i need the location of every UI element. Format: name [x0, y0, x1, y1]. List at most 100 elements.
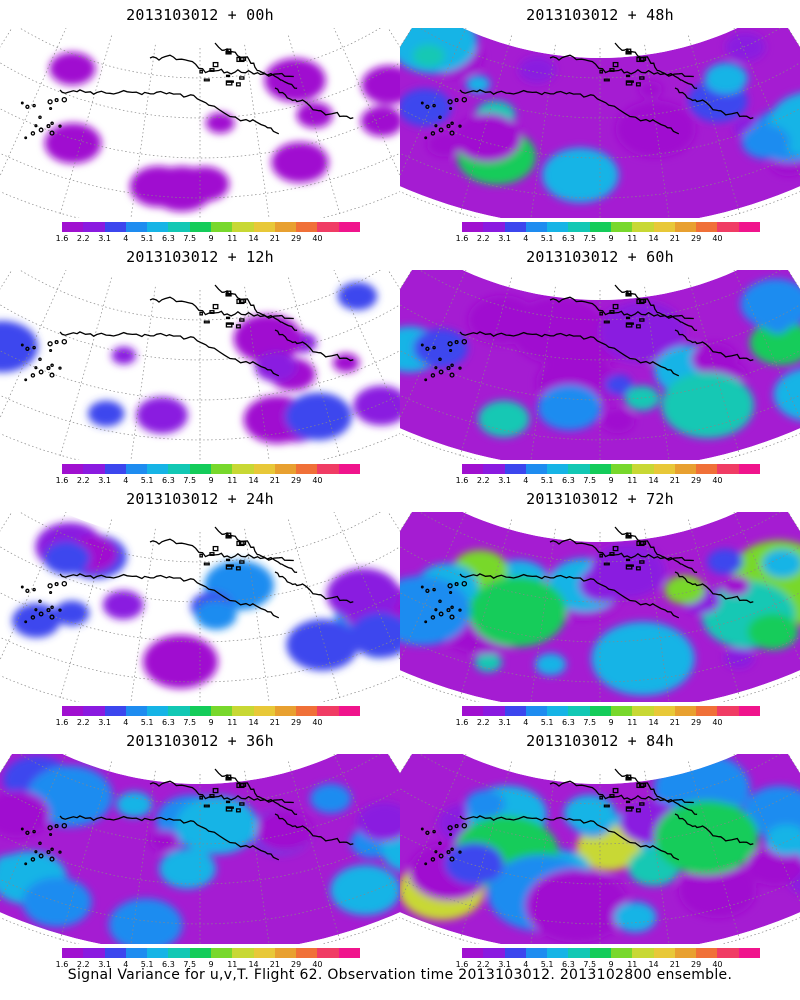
island [446, 366, 451, 371]
variance-blob [453, 113, 522, 162]
arctic-island [203, 78, 210, 82]
colorbar-tick-label: 6.3 [162, 718, 175, 727]
island [25, 588, 30, 593]
longitude-line [333, 28, 400, 177]
map-panel-72h: 2013103012 + 72h 1.6 2.2 3.1 4 5.1 6.3 7.5 9 11 1… [400, 484, 800, 732]
arctic-island [212, 787, 219, 794]
panel-title: 2013103012 + 00h [126, 6, 274, 24]
colorbar-swatch [232, 222, 254, 232]
island [46, 850, 51, 855]
longitude-line [0, 270, 67, 419]
variance-blob [591, 621, 695, 696]
variance-blob [0, 790, 50, 838]
variance-blob [49, 52, 96, 86]
colorbar [62, 706, 360, 716]
arctic-island [209, 68, 215, 72]
arctic-island [599, 553, 603, 558]
island [458, 850, 462, 854]
longitude-line [130, 286, 156, 460]
island [454, 340, 459, 345]
map-panel-24h: 2013103012 + 24h 1.6 2.2 3.1 4 5.1 6.3 7.5 9 11 1… [0, 484, 400, 732]
longitude-line [459, 35, 512, 217]
longitude-line [400, 270, 467, 419]
island [49, 832, 53, 837]
arctic-island [639, 298, 647, 303]
island [50, 363, 54, 368]
colorbar-tick-label: 3.1 [498, 960, 511, 969]
island [54, 98, 59, 103]
longitude-line [333, 754, 400, 903]
island [32, 103, 36, 108]
colorbar-tick-label: 3.1 [498, 234, 511, 243]
island [54, 824, 59, 829]
island [430, 131, 436, 136]
arctic-island [612, 545, 619, 552]
island [61, 822, 68, 829]
colorbar-swatch [189, 948, 211, 958]
colorbar-swatch [147, 706, 169, 716]
island [432, 103, 436, 108]
variance-blob [600, 409, 635, 434]
colorbar-swatch [147, 222, 169, 232]
variance-blob [412, 44, 445, 68]
colorbar-tick-label: 6.3 [562, 476, 575, 485]
arctic-island [203, 562, 210, 566]
longitude-line [59, 35, 112, 217]
variance-blob [108, 898, 183, 944]
longitude-line [459, 761, 512, 943]
island [449, 372, 455, 378]
longitude-line [244, 44, 270, 218]
island [447, 341, 453, 347]
variance-blob [474, 652, 502, 672]
colorbar-swatch [62, 948, 84, 958]
colorbar-swatch [504, 464, 526, 474]
island [49, 348, 53, 353]
island [30, 857, 36, 862]
colorbar-tick-label: 2.2 [476, 234, 490, 243]
colorbar-swatch [547, 706, 569, 716]
variance-blob [661, 372, 755, 439]
colorbar-tick-label: 4 [123, 234, 129, 243]
colorbar-tick-label: 2.2 [476, 476, 490, 485]
longitude-line [733, 270, 800, 419]
colorbar-swatch [83, 222, 105, 232]
arctic-island [603, 78, 610, 82]
colorbar-swatch [504, 706, 526, 716]
graticule [0, 270, 400, 460]
island [458, 366, 462, 370]
colorbar-swatch [83, 464, 105, 474]
latitude-line [400, 152, 800, 199]
colorbar-labels: 1.6 2.2 3.1 4 5.1 6.3 7.5 9 11 14 21 29 40 [456, 476, 760, 486]
colorbar-tick-label: 9 [208, 718, 214, 727]
island [432, 345, 436, 350]
arctic-island [209, 310, 215, 314]
island [425, 588, 430, 593]
island [450, 847, 454, 852]
map-plot [400, 270, 800, 460]
colorbar-tick-label: 6.3 [162, 476, 175, 485]
coastline [274, 813, 354, 846]
arctic-island [199, 69, 203, 74]
colorbar-swatch [589, 948, 611, 958]
island [434, 608, 438, 612]
colorbar-swatch [253, 706, 275, 716]
island [438, 841, 442, 845]
longitude-line [288, 35, 341, 217]
arctic-island [625, 800, 631, 804]
longitude-line [644, 528, 670, 702]
colorbar-swatch [610, 222, 633, 232]
variance-blob [538, 314, 610, 366]
colorbar-swatch [274, 464, 297, 474]
colorbar-swatch [610, 464, 633, 474]
island [446, 124, 451, 129]
colorbar [62, 464, 360, 474]
colorbar-tick-label: 14 [648, 718, 659, 727]
island [24, 136, 28, 140]
colorbar-tick-label: 29 [291, 234, 302, 243]
colorbar [62, 948, 360, 958]
arctic-island [612, 787, 619, 794]
variance-blob [664, 575, 705, 605]
colorbar-tick-label: 9 [208, 960, 214, 969]
island [38, 127, 44, 133]
variance-blob [724, 647, 754, 669]
